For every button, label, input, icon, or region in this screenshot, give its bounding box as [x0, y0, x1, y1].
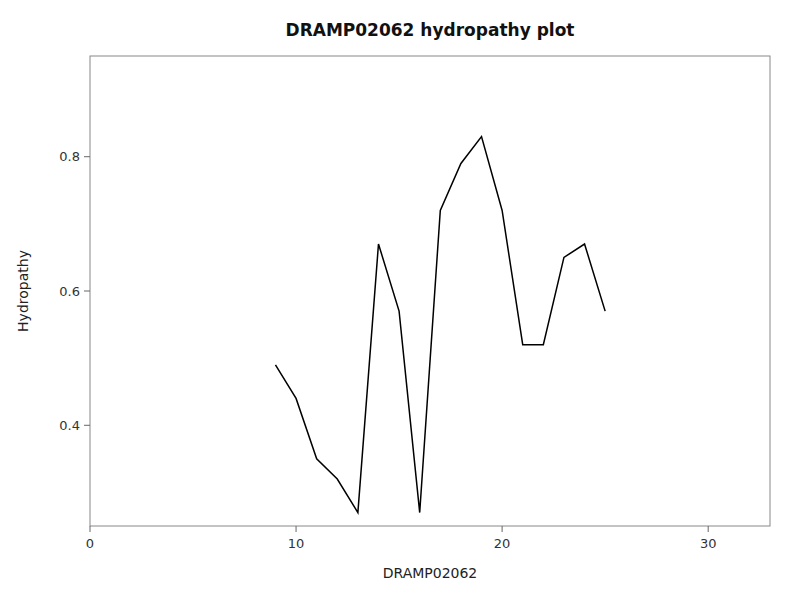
plot-area [275, 137, 605, 513]
y-axis: 0.4 0.6 0.8 [59, 149, 90, 433]
data-line [275, 137, 605, 513]
chart-container: 0 10 20 30 0.4 0.6 0.8 DRAMP02062 hydropathy pl… [0, 0, 800, 600]
x-tick-label: 30 [700, 536, 717, 551]
y-tick [84, 425, 90, 426]
y-tick [84, 291, 90, 292]
x-tick [90, 526, 91, 532]
y-tick-label: 0.8 [59, 149, 80, 164]
x-axis-label: DRAMP02062 [383, 565, 478, 581]
y-tick-label: 0.6 [59, 284, 80, 299]
x-axis: 0 10 20 30 [86, 526, 717, 551]
x-tick-label: 10 [288, 536, 305, 551]
y-axis-label: Hydropathy [15, 250, 31, 332]
x-tick-label: 20 [494, 536, 511, 551]
chart-title: DRAMP02062 hydropathy plot [286, 20, 575, 40]
x-tick [296, 526, 297, 532]
plot-frame [90, 56, 770, 526]
y-tick [84, 156, 90, 157]
x-tick [502, 526, 503, 532]
x-tick-label: 0 [86, 536, 94, 551]
chart: 0 10 20 30 0.4 0.6 0.8 DRAMP02062 hydropathy pl… [0, 0, 800, 600]
x-tick [708, 526, 709, 532]
y-tick-label: 0.4 [59, 418, 80, 433]
